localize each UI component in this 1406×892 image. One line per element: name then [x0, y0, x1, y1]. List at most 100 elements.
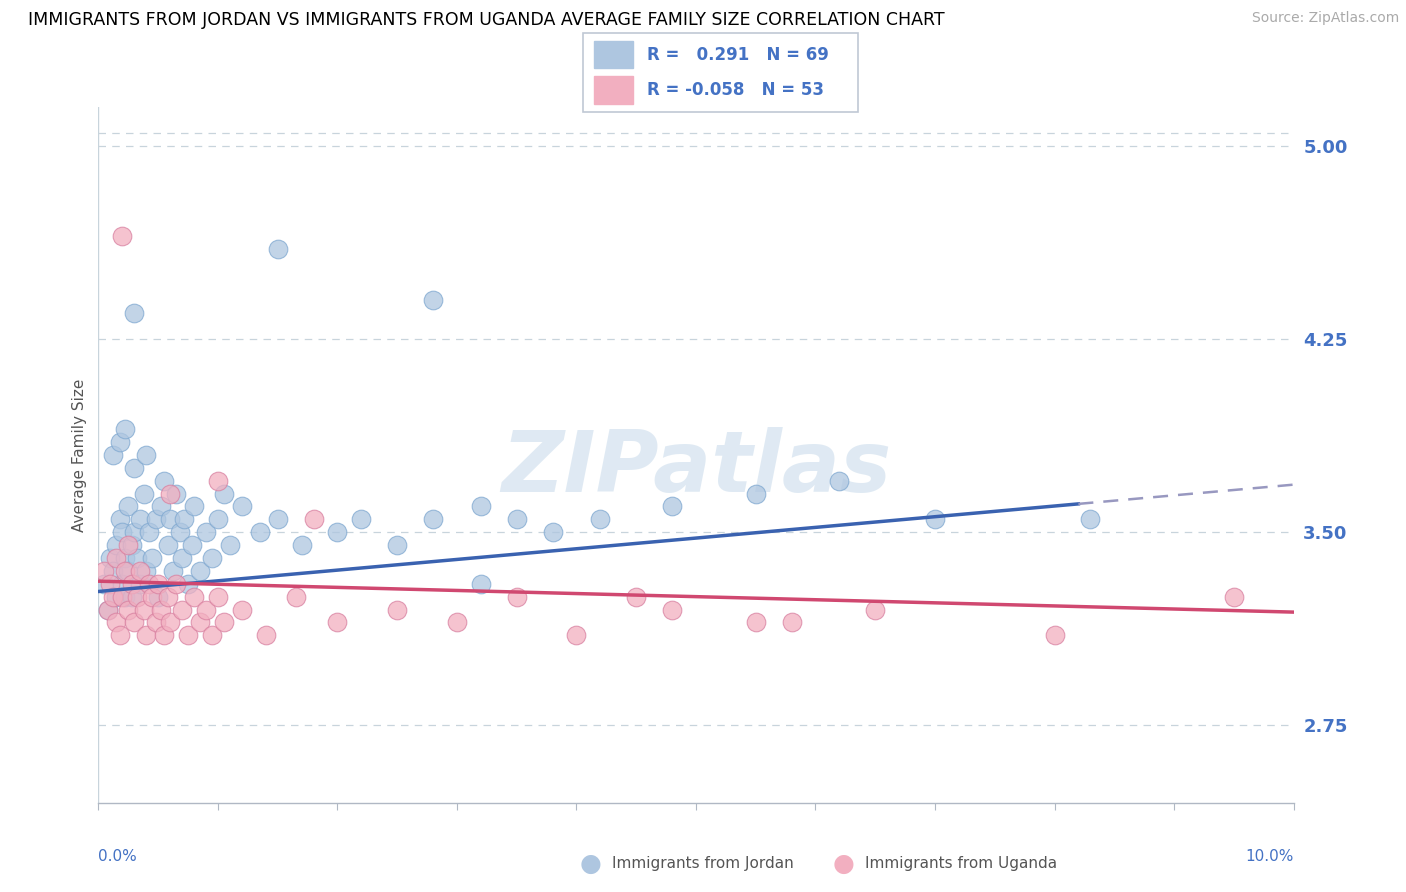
Point — [165, 576, 187, 591]
Point — [626, 590, 648, 604]
Point — [302, 512, 325, 526]
Point — [105, 551, 128, 566]
Text: R = -0.058   N = 53: R = -0.058 N = 53 — [647, 81, 824, 99]
Point — [446, 615, 468, 630]
Point — [121, 538, 143, 552]
Point — [506, 512, 529, 526]
Point — [105, 590, 128, 604]
Text: 10.0%: 10.0% — [1246, 849, 1294, 864]
Point — [470, 576, 492, 591]
Point — [148, 576, 170, 591]
Point — [149, 500, 172, 514]
Point — [124, 306, 146, 320]
Point — [180, 538, 202, 552]
Point — [145, 615, 167, 630]
Point — [780, 615, 803, 630]
Point — [97, 602, 120, 616]
Point — [188, 615, 211, 630]
Point — [188, 564, 211, 578]
Point — [159, 486, 181, 500]
Point — [149, 602, 172, 616]
Text: ZIPatlas: ZIPatlas — [501, 427, 891, 510]
Point — [828, 474, 851, 488]
Point — [207, 590, 229, 604]
Text: ●: ● — [832, 852, 855, 875]
Point — [326, 615, 349, 630]
Point — [111, 590, 134, 604]
Point — [159, 615, 181, 630]
Point — [129, 564, 152, 578]
Point — [177, 576, 200, 591]
Point — [422, 512, 444, 526]
Point — [141, 551, 163, 566]
FancyBboxPatch shape — [583, 33, 858, 112]
Point — [589, 512, 612, 526]
Point — [219, 538, 242, 552]
Point — [195, 525, 218, 540]
Point — [93, 564, 115, 578]
Point — [135, 564, 157, 578]
Point — [249, 525, 271, 540]
Point — [156, 538, 179, 552]
Point — [267, 512, 290, 526]
Point — [124, 615, 146, 630]
Point — [385, 602, 409, 616]
Text: Immigrants from Uganda: Immigrants from Uganda — [865, 856, 1057, 871]
Bar — [595, 41, 633, 69]
Point — [125, 590, 148, 604]
Point — [124, 460, 146, 475]
Point — [165, 486, 187, 500]
Point — [745, 486, 768, 500]
Point — [124, 525, 146, 540]
Point — [108, 512, 131, 526]
Point — [129, 512, 152, 526]
Point — [100, 551, 122, 566]
Text: Source: ZipAtlas.com: Source: ZipAtlas.com — [1251, 11, 1399, 25]
Point — [148, 590, 170, 604]
Point — [506, 590, 529, 604]
Point — [212, 486, 235, 500]
Point — [745, 615, 768, 630]
Point — [114, 564, 136, 578]
Point — [97, 602, 120, 616]
Point — [135, 448, 157, 462]
Point — [470, 500, 492, 514]
Point — [169, 525, 191, 540]
Bar — [595, 76, 633, 103]
Point — [350, 512, 373, 526]
Point — [114, 551, 136, 566]
Point — [1080, 512, 1102, 526]
Point — [661, 500, 683, 514]
Point — [153, 474, 176, 488]
Point — [212, 615, 235, 630]
Point — [565, 628, 588, 642]
Text: R =   0.291   N = 69: R = 0.291 N = 69 — [647, 45, 828, 63]
Point — [863, 602, 887, 616]
Point — [138, 525, 160, 540]
Point — [541, 525, 564, 540]
Point — [172, 551, 194, 566]
Point — [195, 602, 218, 616]
Point — [93, 576, 115, 591]
Point — [207, 474, 229, 488]
Point — [117, 538, 139, 552]
Text: 0.0%: 0.0% — [98, 849, 138, 864]
Point — [267, 242, 290, 256]
Point — [1043, 628, 1066, 642]
Text: IMMIGRANTS FROM JORDAN VS IMMIGRANTS FROM UGANDA AVERAGE FAMILY SIZE CORRELATION: IMMIGRANTS FROM JORDAN VS IMMIGRANTS FRO… — [28, 11, 945, 29]
Point — [121, 590, 143, 604]
Point — [183, 590, 205, 604]
Point — [114, 590, 136, 604]
Point — [101, 448, 124, 462]
Point — [129, 576, 152, 591]
Point — [125, 551, 148, 566]
Point — [117, 500, 139, 514]
Point — [661, 602, 683, 616]
Point — [105, 538, 128, 552]
Point — [101, 590, 124, 604]
Point — [114, 422, 136, 436]
Point — [108, 628, 131, 642]
Point — [145, 512, 167, 526]
Point — [1222, 590, 1246, 604]
Point — [924, 512, 946, 526]
